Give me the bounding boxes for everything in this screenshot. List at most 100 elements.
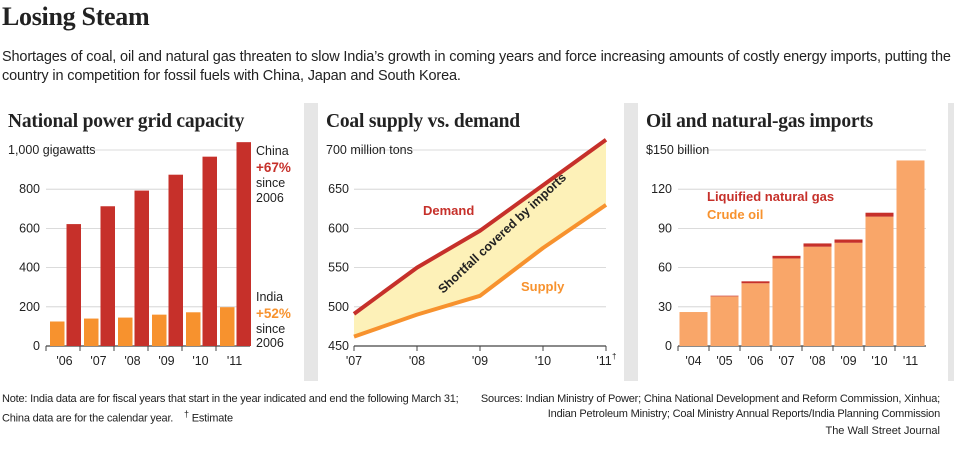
- charts-band: National power grid capacity 1,000 gigaw…: [0, 103, 954, 381]
- india-since-label: since: [256, 322, 285, 336]
- footer-note: Note: India data are for fiscal years th…: [2, 392, 472, 427]
- x-tick-label: '11: [596, 354, 611, 368]
- estimate-marker: †: [184, 409, 189, 419]
- lng-bar: [710, 295, 739, 297]
- credit: The Wall Street Journal: [825, 425, 940, 437]
- y-tick-label: $150 billion: [646, 143, 709, 157]
- x-tick-label: '08: [809, 354, 825, 368]
- footer-sources: Sources: Indian Ministry of Power; China…: [470, 392, 940, 422]
- china-bar: [66, 224, 81, 346]
- x-tick-label: '09: [472, 354, 488, 368]
- india-year-label: 2006: [256, 336, 284, 350]
- x-tick-label: '08: [409, 354, 425, 368]
- power-grid-title: National power grid capacity: [8, 111, 245, 132]
- crude-legend-label: Crude oil: [707, 207, 763, 222]
- estimate-label: Estimate: [191, 412, 233, 425]
- india-bar: [50, 321, 65, 346]
- power-grid-panel: National power grid capacity 1,000 gigaw…: [0, 103, 304, 381]
- india-bar: [186, 312, 201, 346]
- x-tick-label: '11: [227, 354, 242, 368]
- crude-oil-bar: [834, 242, 863, 346]
- india-pct-label: +52%: [256, 306, 291, 321]
- lng-bar: [772, 255, 801, 259]
- lng-legend-label: Liquified natural gas: [707, 189, 834, 204]
- sources-line-2: Indian Petroleum Ministry; Coal Ministry…: [547, 408, 940, 420]
- china-since-label: since: [256, 176, 285, 190]
- india-label: India: [256, 290, 283, 304]
- india-bar: [118, 317, 133, 346]
- y-tick-label: 450: [328, 339, 349, 353]
- y-tick-label: 60: [658, 261, 672, 275]
- lng-bar: [803, 243, 832, 247]
- y-tick-label: 30: [658, 300, 672, 314]
- x-tick-label: '05: [716, 354, 732, 368]
- coal-panel: Coal supply vs. demand 700 million tons 6…: [318, 103, 624, 381]
- note-line-2: China data are for the calendar year.: [2, 412, 174, 425]
- y-tick-label: 1,000 gigawatts: [8, 143, 96, 157]
- y-tick-label: 650: [328, 182, 349, 196]
- shortfall-area: [354, 139, 606, 337]
- imports-chart: $150 billion 120 90 60 30 0 '04 '05 '06 '07 '08 '0…: [646, 143, 926, 368]
- y-tick-label: 0: [665, 339, 672, 353]
- supply-line: [353, 203, 608, 339]
- y-tick-label: 600: [19, 221, 40, 235]
- coal-chart: 700 million tons 650 600 550 500 450 '07 '08 '0…: [326, 138, 616, 368]
- y-tick-label: 700 million tons: [326, 143, 413, 157]
- x-tick-label: '10: [871, 354, 887, 368]
- imports-panel: Oil and natural-gas imports $150 billion…: [638, 103, 948, 381]
- china-bar: [168, 174, 183, 346]
- x-tick-label: '07: [346, 354, 362, 368]
- supply-label: Supply: [521, 279, 565, 294]
- crude-oil-bar: [741, 283, 770, 346]
- sources-line-1: Sources: Indian Ministry of Power; China…: [480, 393, 940, 405]
- x-tick-label: '06: [56, 354, 72, 368]
- crude-oil-bar: [679, 312, 708, 346]
- coal-title: Coal supply vs. demand: [326, 111, 520, 132]
- china-label: China: [256, 144, 289, 158]
- china-pct-label: +67%: [256, 160, 291, 175]
- india-bar: [84, 318, 99, 346]
- x-tick-label: '06: [747, 354, 763, 368]
- page-subtitle: Shortages of coal, oil and natural gas t…: [2, 49, 951, 84]
- estimate-marker: †: [612, 352, 616, 361]
- y-tick-label: 400: [19, 261, 40, 275]
- x-tick-label: '07: [778, 354, 794, 368]
- crude-oil-bar: [865, 216, 894, 346]
- china-bar: [134, 190, 149, 346]
- china-year-label: 2006: [256, 191, 284, 205]
- x-tick-label: '09: [840, 354, 856, 368]
- china-bar: [236, 142, 251, 346]
- y-tick-label: 800: [19, 182, 40, 196]
- demand-line: [352, 138, 608, 316]
- x-tick-label: '07: [90, 354, 106, 368]
- y-tick-label: 550: [328, 261, 349, 275]
- x-tick-label: '10: [192, 354, 208, 368]
- india-bar: [220, 307, 235, 346]
- india-bar: [152, 314, 167, 346]
- x-tick-label: '08: [124, 354, 140, 368]
- y-tick-label: 0: [33, 339, 40, 353]
- note-line-1: Note: India data are for fiscal years th…: [2, 393, 459, 405]
- x-tick-label: '10: [535, 354, 551, 368]
- crude-oil-bar: [710, 296, 739, 346]
- lng-bar: [834, 239, 863, 243]
- y-tick-label: 90: [658, 221, 672, 235]
- page-title: Losing Steam: [2, 2, 150, 31]
- china-bar: [202, 156, 217, 346]
- imports-title: Oil and natural-gas imports: [646, 111, 874, 132]
- x-tick-label: '04: [685, 354, 701, 368]
- x-tick-label: '11: [903, 354, 918, 368]
- y-tick-label: 600: [328, 221, 349, 235]
- x-tick-label: '09: [158, 354, 174, 368]
- power-grid-chart: 1,000 gigawatts 800 600 400 200 0 '06 '07 '08 '0…: [8, 142, 291, 368]
- crude-oil-bar: [803, 246, 832, 346]
- china-bar: [100, 206, 115, 346]
- crude-oil-bar: [896, 160, 925, 346]
- y-tick-label: 500: [328, 300, 349, 314]
- y-tick-label: 200: [19, 300, 40, 314]
- crude-oil-bar: [772, 258, 801, 346]
- lng-bar: [741, 281, 770, 284]
- lng-bar: [865, 212, 894, 217]
- demand-label: Demand: [423, 203, 474, 218]
- y-tick-label: 120: [651, 182, 672, 196]
